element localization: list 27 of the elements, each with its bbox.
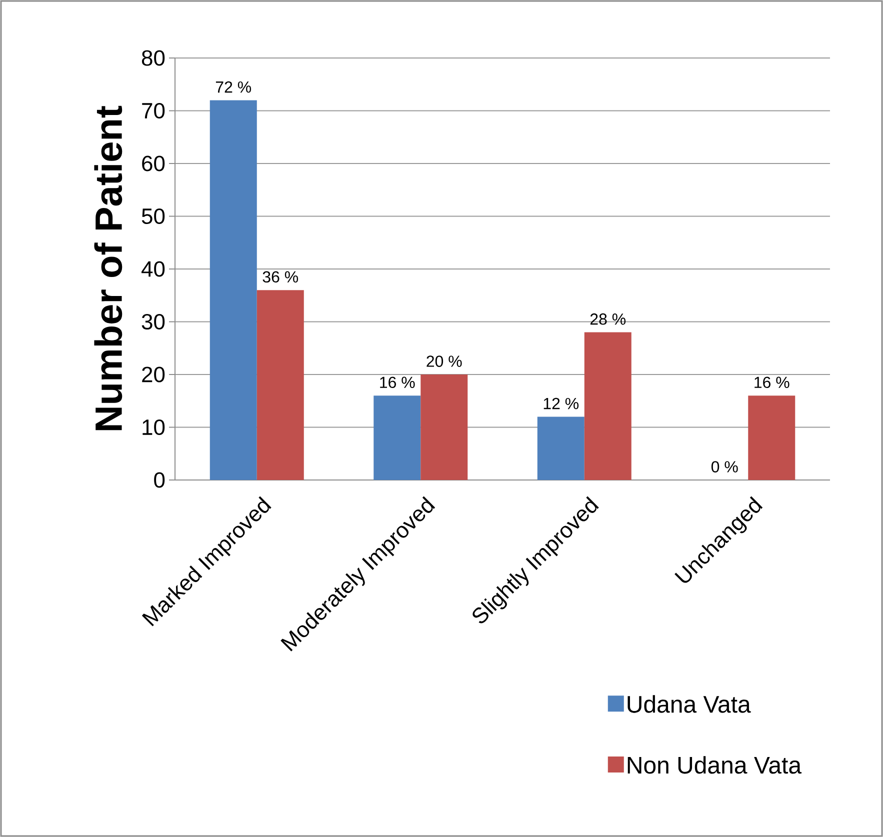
- y-tick-label: 70: [142, 102, 165, 119]
- data-label: 16 %: [754, 376, 790, 388]
- bar: [374, 396, 421, 480]
- y-tick-label: 50: [142, 208, 165, 224]
- data-label: 12 %: [544, 398, 579, 410]
- y-tick-label: 40: [142, 261, 165, 277]
- y-tick-label: 0: [154, 472, 165, 488]
- y-axis-title: Number of Patient: [94, 106, 122, 430]
- legend-label: Udana Vata: [628, 695, 751, 713]
- legend-label: Non Udana Vata: [628, 756, 802, 774]
- bar: [210, 100, 257, 480]
- data-label: 28 %: [590, 313, 626, 325]
- data-label: 20 %: [426, 356, 462, 367]
- bar: [748, 396, 796, 480]
- bar: [584, 332, 632, 480]
- data-label: 72 %: [216, 81, 252, 93]
- data-label: 0 %: [711, 461, 738, 472]
- bar: [537, 416, 584, 480]
- y-tick-label: 20: [142, 366, 165, 382]
- y-tick-label: 30: [142, 314, 165, 330]
- data-label: 36 %: [262, 271, 298, 283]
- y-tick-label: 80: [142, 50, 165, 66]
- bar: [420, 374, 468, 480]
- bar: [256, 290, 304, 480]
- y-tick-label: 10: [142, 419, 165, 436]
- data-label: 16 %: [380, 376, 415, 388]
- y-tick-label: 60: [142, 156, 165, 172]
